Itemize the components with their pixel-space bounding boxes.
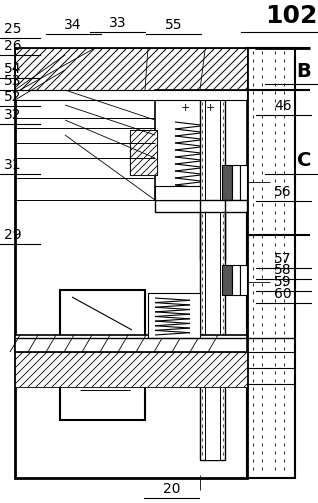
Text: 56: 56 bbox=[274, 185, 292, 199]
Text: 29: 29 bbox=[4, 228, 22, 242]
Text: 102: 102 bbox=[265, 4, 317, 28]
Bar bbox=[247, 48, 295, 478]
Bar bbox=[232, 265, 240, 295]
Bar bbox=[130, 130, 157, 175]
Text: +: + bbox=[205, 103, 215, 113]
Bar bbox=[222, 265, 232, 295]
Text: C: C bbox=[296, 151, 311, 171]
Text: 52: 52 bbox=[4, 90, 22, 104]
Bar bbox=[200, 90, 225, 460]
Text: 33: 33 bbox=[109, 16, 127, 30]
Bar bbox=[155, 186, 200, 200]
Bar bbox=[15, 352, 247, 387]
Bar bbox=[15, 335, 247, 352]
Bar bbox=[148, 293, 200, 338]
Bar bbox=[155, 200, 247, 212]
Text: 20: 20 bbox=[163, 482, 181, 496]
Text: 54: 54 bbox=[4, 62, 22, 76]
Text: 32: 32 bbox=[4, 108, 22, 122]
Text: 31: 31 bbox=[4, 158, 22, 172]
Text: 25: 25 bbox=[4, 22, 22, 36]
Text: B: B bbox=[296, 62, 311, 81]
Bar bbox=[232, 165, 240, 200]
Text: 46: 46 bbox=[274, 99, 292, 113]
Bar bbox=[60, 290, 145, 420]
Bar bbox=[15, 48, 247, 478]
Text: +: + bbox=[180, 103, 190, 113]
Text: 34: 34 bbox=[64, 18, 82, 32]
Text: 59: 59 bbox=[274, 275, 292, 289]
Bar bbox=[15, 48, 247, 90]
Text: 55: 55 bbox=[164, 18, 182, 32]
Text: 58: 58 bbox=[274, 263, 292, 277]
Bar bbox=[240, 165, 247, 200]
Bar bbox=[130, 130, 157, 175]
Text: 26: 26 bbox=[4, 39, 22, 53]
Text: 60: 60 bbox=[274, 287, 292, 301]
Text: 57: 57 bbox=[274, 252, 292, 266]
Bar bbox=[222, 165, 232, 200]
Bar bbox=[155, 90, 247, 200]
Bar bbox=[15, 90, 247, 100]
Text: 53: 53 bbox=[4, 74, 22, 89]
Bar bbox=[205, 90, 220, 460]
Bar bbox=[240, 265, 247, 295]
